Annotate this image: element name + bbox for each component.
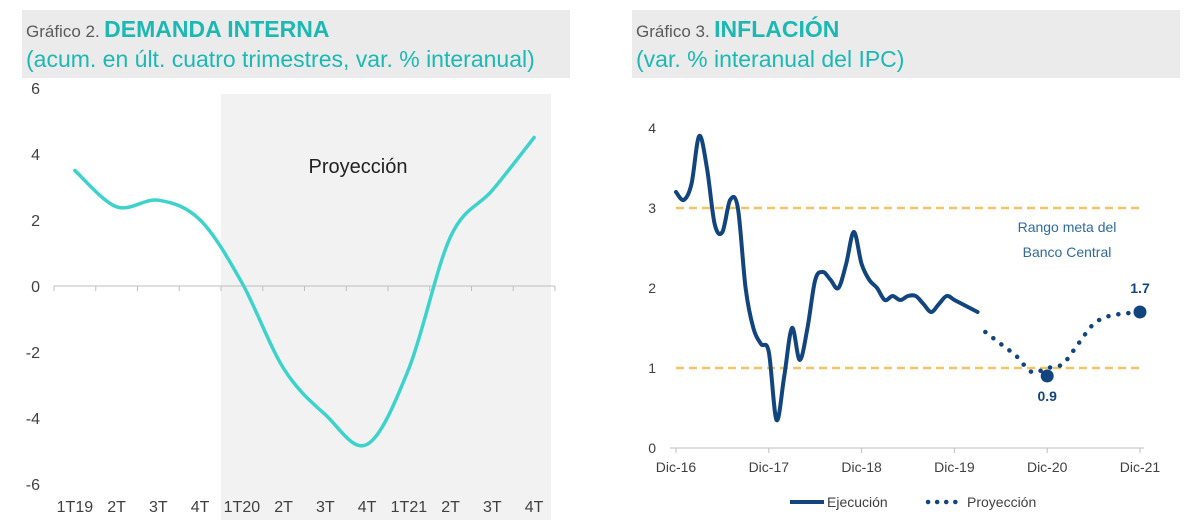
data-label: 0.9 — [1037, 388, 1057, 404]
target-range-label: Rango meta del — [1018, 219, 1117, 235]
x-tick-label: 2T — [107, 499, 126, 516]
y-tick-label: 4 — [648, 120, 656, 136]
x-tick-label: 4T — [525, 499, 544, 516]
chart-title: DEMANDA INTERNA — [104, 16, 330, 42]
chart-header: Gráfico 3. INFLACIÓN (var. % interanual … — [632, 10, 1180, 78]
x-tick-label: 1T21 — [391, 499, 428, 516]
chart-subtitle: (acum. en últ. cuatro trimestres, var. %… — [26, 46, 535, 72]
highlight-point — [1040, 369, 1054, 383]
legend-label: Proyección — [967, 494, 1036, 510]
y-tick-label: 6 — [31, 81, 40, 98]
x-tick-label: 2T — [441, 499, 460, 516]
chart-title-line: Gráfico 3. INFLACIÓN — [636, 16, 839, 43]
x-tick-label: Dic-19 — [934, 459, 975, 475]
x-tick-label: 1T20 — [224, 499, 261, 516]
x-tick-label: 3T — [483, 499, 502, 516]
chart-title-line: Gráfico 2. DEMANDA INTERNA — [26, 16, 329, 43]
x-tick-label: 1T19 — [57, 499, 94, 516]
y-tick-label: -2 — [26, 345, 40, 362]
data-label: 1.7 — [1130, 280, 1150, 296]
x-tick-label: 4T — [191, 499, 210, 516]
y-tick-label: 2 — [31, 213, 40, 230]
x-tick-label: Dic-21 — [1120, 459, 1161, 475]
y-tick-label: 0 — [648, 440, 656, 456]
chart-title: INFLACIÓN — [714, 16, 840, 42]
chart-header: Gráfico 2. DEMANDA INTERNA (acum. en últ… — [22, 10, 570, 78]
chart-panel-demanda: Gráfico 2. DEMANDA INTERNA (acum. en últ… — [0, 0, 590, 527]
x-tick-label: 3T — [149, 499, 168, 516]
legend-label: Ejecución — [827, 494, 888, 510]
y-tick-label: 0 — [31, 279, 40, 296]
x-tick-label: 2T — [274, 499, 293, 516]
y-tick-label: -6 — [26, 477, 40, 494]
x-tick-label: Dic-18 — [841, 459, 882, 475]
x-tick-label: 4T — [358, 499, 377, 516]
chart-subtitle: (var. % interanual del IPC) — [636, 46, 905, 72]
x-tick-label: Dic-16 — [656, 459, 697, 475]
chart-number: Gráfico 3. — [636, 22, 710, 41]
inflation-chart-svg: 4 3 2 1 0 Rango meta del Banco Central Dic-16 Di… — [648, 120, 1161, 510]
y-tick-label: -4 — [26, 411, 40, 428]
y-tick-label: 3 — [648, 200, 656, 216]
chart-panel-inflacion: Gráfico 3. INFLACIÓN (var. % interanual … — [620, 0, 1200, 527]
inflation-series-line — [674, 133, 980, 423]
y-tick-label: 4 — [31, 147, 40, 164]
x-tick-label: Dic-20 — [1027, 459, 1068, 475]
target-range-label: Banco Central — [1023, 244, 1112, 260]
chart-number: Gráfico 2. — [26, 22, 100, 41]
demand-chart-svg: Proyección 6 4 2 0 -2 -4 -6 1T19 2T 3T 4T 1T20 2T 3T 4T… — [26, 81, 556, 520]
y-tick-label: 1 — [648, 360, 656, 376]
projection-series-line — [983, 309, 1143, 375]
projection-area — [221, 94, 551, 520]
x-tick-label: 3T — [316, 499, 335, 516]
x-tick-label: Dic-17 — [749, 459, 790, 475]
y-tick-label: 2 — [648, 280, 656, 296]
highlight-point — [1133, 305, 1147, 319]
projection-label: Proyección — [309, 156, 408, 178]
